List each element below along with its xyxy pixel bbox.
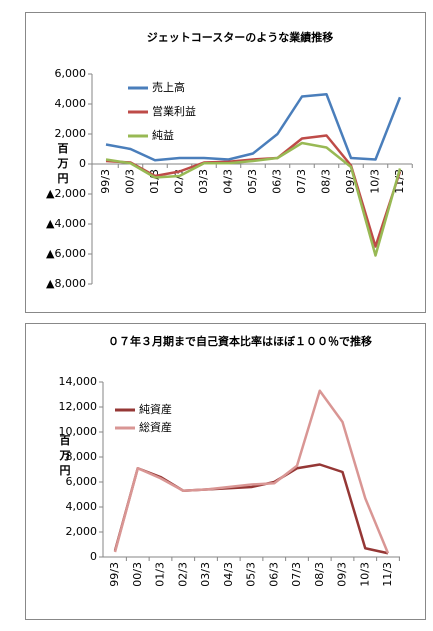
y-tick-label: 2,000 (55, 127, 87, 140)
y-tick-label: 2,000 (66, 525, 98, 538)
y-tick-label: ▲6,000 (46, 247, 86, 260)
x-tick-label: 08/3 (320, 169, 333, 194)
series-line (105, 141, 402, 257)
x-tick-label: 00/3 (124, 169, 137, 194)
x-tick-label: 00/3 (131, 562, 144, 587)
x-tick-label: 03/3 (197, 169, 210, 194)
series-line (113, 389, 390, 554)
chart-frame (25, 323, 426, 620)
x-tick-label: 02/3 (176, 562, 189, 587)
x-tick-label: 06/3 (267, 562, 280, 587)
y-tick-label: 4,000 (66, 500, 98, 513)
x-tick-label: 06/3 (271, 169, 284, 194)
y-axis-label: 百万円 (56, 142, 70, 187)
y-tick-label: 6,000 (55, 67, 87, 80)
y-axis-label: 百万円 (58, 434, 72, 479)
x-tick-label: 11/3 (381, 562, 394, 587)
series-line (105, 93, 402, 162)
y-tick-label: 0 (90, 550, 97, 563)
y-tick-label: ▲2,000 (46, 187, 86, 200)
legend-label: 売上高 (152, 80, 185, 94)
y-tick-label: 10,000 (59, 425, 98, 438)
legend-label: 総資産 (139, 420, 172, 434)
chart-title: ジェットコースターのような業績推移 (147, 30, 333, 44)
x-tick-label: 04/3 (222, 169, 235, 194)
y-tick-label: 14,000 (59, 375, 98, 388)
x-tick-label: 10/3 (358, 562, 371, 587)
y-tick-label: 0 (79, 157, 86, 170)
y-tick-label: 8,000 (66, 450, 98, 463)
x-tick-label: 01/3 (154, 562, 167, 587)
x-tick-label: 04/3 (222, 562, 235, 587)
x-tick-label: 10/3 (369, 169, 382, 194)
y-tick-label: ▲8,000 (46, 277, 86, 290)
x-tick-label: 07/3 (290, 562, 303, 587)
legend-label: 純資産 (139, 403, 172, 416)
x-tick-label: 11/3 (393, 169, 406, 194)
y-tick-label: 12,000 (59, 400, 98, 413)
x-tick-label: 09/3 (336, 562, 349, 587)
chart-title: ０７年３月期まで自己資本比率はほぼ１００％で推移 (108, 334, 372, 348)
y-tick-label: 4,000 (55, 97, 87, 110)
x-tick-label: 05/3 (245, 562, 258, 587)
x-tick-label: 07/3 (295, 169, 308, 194)
legend-label: 純益 (152, 128, 174, 142)
y-tick-label: ▲4,000 (46, 217, 86, 230)
legend-label: 営業利益 (152, 104, 196, 118)
y-tick-label: 6,000 (66, 475, 98, 488)
x-tick-label: 99/3 (99, 169, 112, 194)
x-tick-label: 03/3 (199, 562, 212, 587)
x-tick-label: 08/3 (313, 562, 326, 587)
x-tick-label: 05/3 (246, 169, 259, 194)
x-tick-label: 99/3 (108, 562, 121, 587)
